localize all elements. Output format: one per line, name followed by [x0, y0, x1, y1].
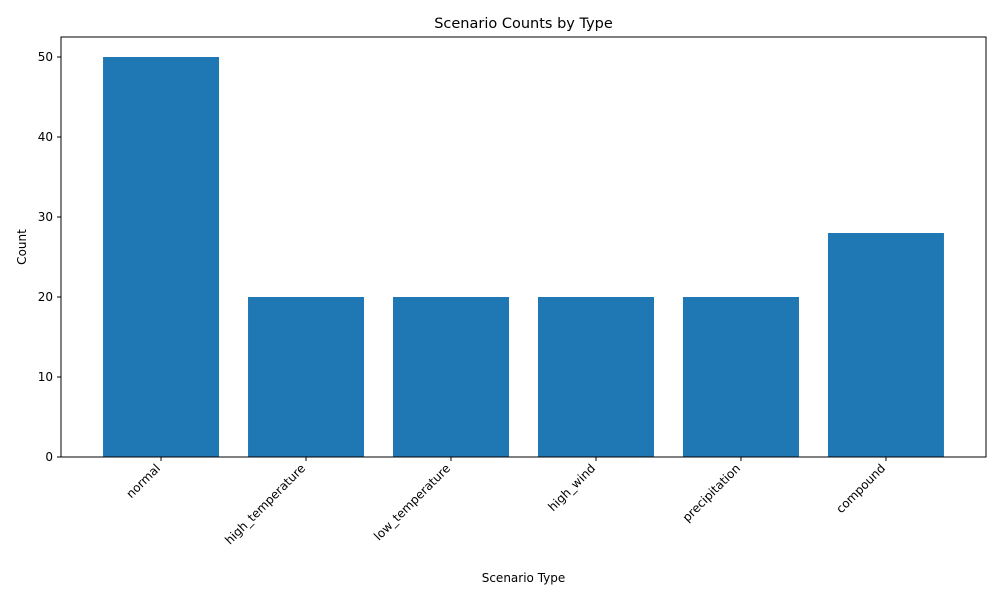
y-tick-label: 20 — [38, 290, 53, 304]
bar-high_wind — [537, 297, 654, 457]
bar-precipitation — [682, 297, 799, 457]
x-tick-label-compound: compound — [833, 461, 888, 516]
y-tick-label: 50 — [38, 50, 53, 64]
bar-low_temperature — [393, 297, 510, 457]
x-axis-title: Scenario Type — [482, 571, 566, 585]
y-tick-label: 30 — [38, 210, 53, 224]
y-tick-label: 0 — [45, 450, 53, 464]
plot-frame — [60, 36, 987, 458]
x-tick-label-low_temperature: low_temperature — [371, 461, 453, 543]
chart-title: Scenario Counts by Type — [434, 16, 613, 32]
bar-high_temperature — [248, 297, 365, 457]
x-tick-label-high_wind: high_wind — [545, 461, 598, 514]
y-tick-label: 10 — [38, 370, 53, 384]
bar-compound — [827, 233, 944, 457]
bar-normal — [103, 57, 220, 457]
x-axis-ticks: normal high_temperature low_temperature hig… — [124, 457, 888, 547]
x-tick-label-high_temperature: high_temperature — [222, 461, 308, 547]
x-tick-label-normal: normal — [124, 461, 164, 501]
bars-group — [103, 57, 944, 457]
y-axis-title: Count — [15, 229, 29, 265]
y-tick-label: 40 — [38, 130, 53, 144]
x-tick-label-precipitation: precipitation — [680, 461, 743, 524]
y-axis-ticks: 0 10 20 30 40 50 — [38, 50, 61, 464]
